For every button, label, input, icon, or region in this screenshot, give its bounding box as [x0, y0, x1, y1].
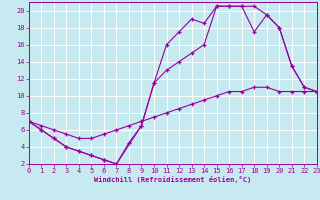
X-axis label: Windchill (Refroidissement éolien,°C): Windchill (Refroidissement éolien,°C) [94, 176, 252, 183]
